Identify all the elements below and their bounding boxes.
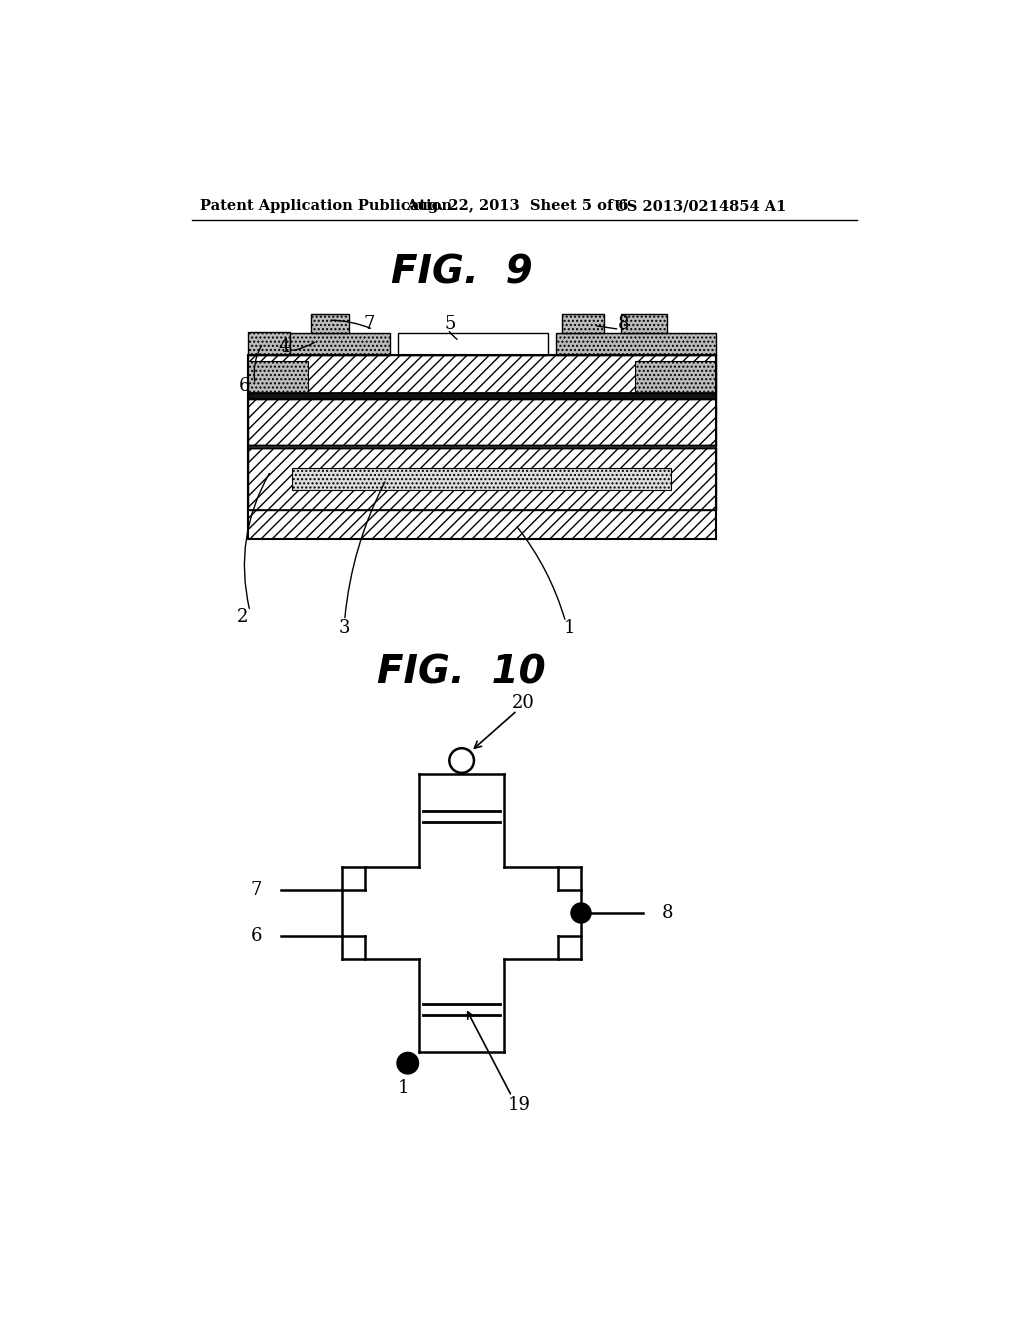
Bar bbox=[248, 445, 716, 447]
Text: 7: 7 bbox=[251, 880, 262, 899]
Circle shape bbox=[450, 748, 474, 774]
Text: 20: 20 bbox=[512, 694, 535, 711]
Circle shape bbox=[397, 1052, 419, 1074]
Text: 3: 3 bbox=[339, 619, 350, 638]
Bar bbox=[635, 360, 716, 393]
Text: 8: 8 bbox=[662, 904, 673, 921]
Text: 6: 6 bbox=[250, 927, 262, 945]
Text: 7: 7 bbox=[364, 315, 375, 333]
Bar bbox=[248, 447, 716, 510]
Text: 4: 4 bbox=[279, 338, 290, 356]
Text: 2: 2 bbox=[237, 607, 248, 626]
Bar bbox=[310, 314, 349, 333]
Text: Patent Application Publication: Patent Application Publication bbox=[200, 199, 452, 213]
Text: FIG.  9: FIG. 9 bbox=[391, 253, 532, 292]
Text: FIG.  10: FIG. 10 bbox=[378, 653, 546, 692]
Text: 8: 8 bbox=[617, 315, 629, 333]
Text: US 2013/0214854 A1: US 2013/0214854 A1 bbox=[614, 199, 786, 213]
Circle shape bbox=[571, 903, 591, 923]
Bar bbox=[397, 333, 548, 355]
Text: 6: 6 bbox=[239, 376, 250, 395]
Bar bbox=[248, 331, 290, 355]
Bar bbox=[248, 393, 716, 399]
Bar bbox=[556, 333, 716, 355]
Bar bbox=[248, 510, 716, 539]
Bar bbox=[248, 399, 716, 445]
Bar bbox=[248, 355, 716, 393]
Text: 1: 1 bbox=[563, 619, 575, 638]
Text: Aug. 22, 2013  Sheet 5 of 6: Aug. 22, 2013 Sheet 5 of 6 bbox=[407, 199, 629, 213]
Text: 1: 1 bbox=[398, 1078, 410, 1097]
Bar bbox=[292, 469, 671, 490]
Text: 19: 19 bbox=[508, 1097, 530, 1114]
Bar bbox=[290, 333, 390, 355]
Bar bbox=[621, 314, 668, 333]
Bar bbox=[248, 360, 307, 393]
Text: 5: 5 bbox=[444, 315, 456, 333]
Bar bbox=[562, 314, 604, 333]
